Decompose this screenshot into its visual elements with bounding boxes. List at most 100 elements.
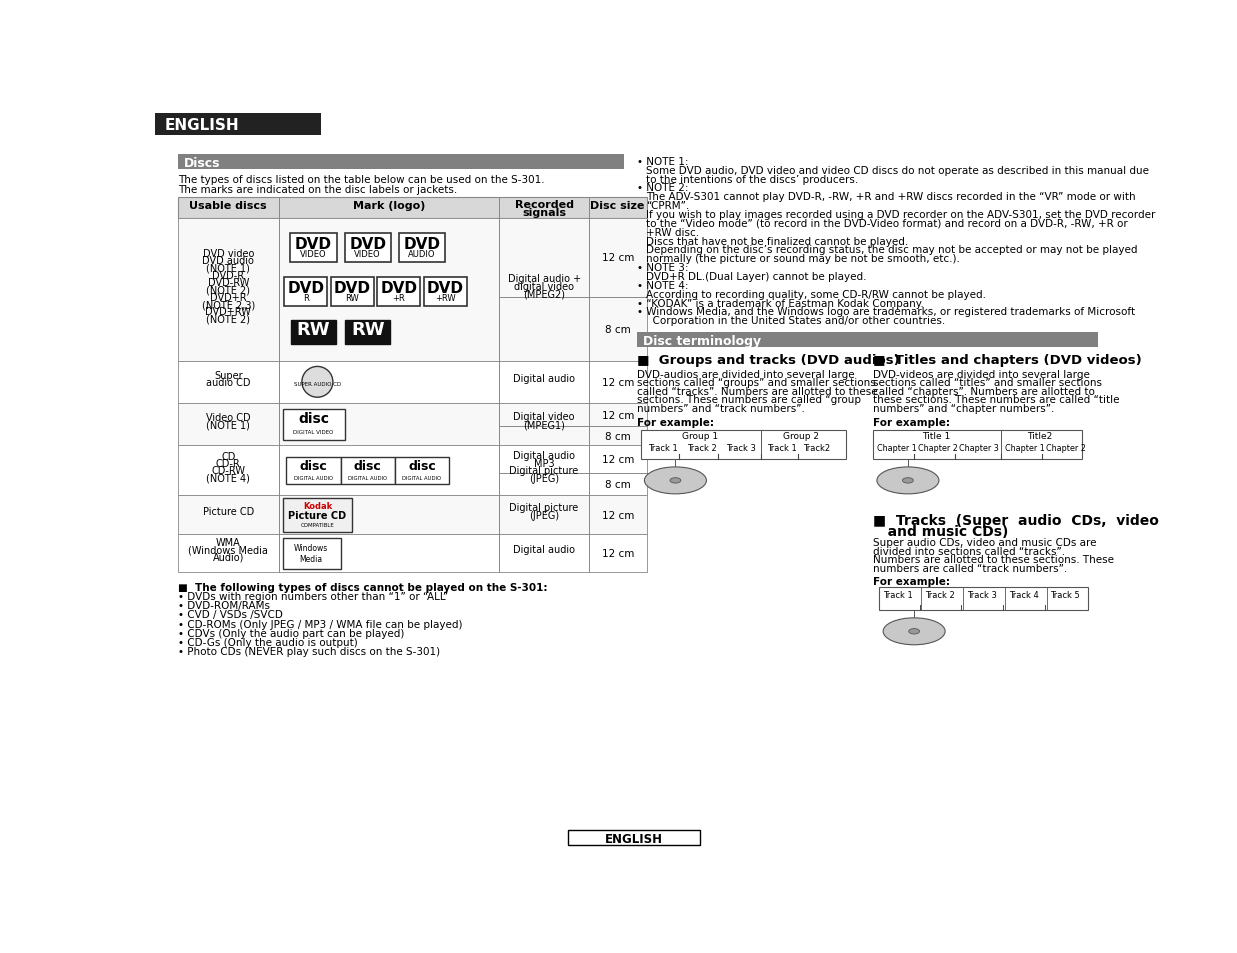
Text: DIGITAL AUDIO: DIGITAL AUDIO <box>294 476 333 480</box>
Text: DVD+R: DVD+R <box>210 293 246 302</box>
Text: Media: Media <box>299 555 323 563</box>
Text: • Photo CDs (NEVER play such discs on the S-301): • Photo CDs (NEVER play such discs on th… <box>178 647 440 657</box>
Text: Track 4: Track 4 <box>1008 591 1038 599</box>
Text: Numbers are allotted to these sections. These: Numbers are allotted to these sections. … <box>873 555 1115 565</box>
Text: disc: disc <box>408 459 435 473</box>
Bar <box>178 446 647 496</box>
Ellipse shape <box>644 467 706 495</box>
Bar <box>873 430 1082 459</box>
Text: ENGLISH: ENGLISH <box>605 832 663 845</box>
Text: VIDEO: VIDEO <box>301 250 327 259</box>
Text: +RW disc.: +RW disc. <box>646 228 699 237</box>
Text: (JPEG): (JPEG) <box>529 510 559 520</box>
Text: R: R <box>303 294 309 303</box>
Bar <box>291 320 336 345</box>
Text: • DVD-ROM/RAMs: • DVD-ROM/RAMs <box>178 600 270 611</box>
Text: • CDVs (Only the audio part can be played): • CDVs (Only the audio part can be playe… <box>178 628 404 639</box>
Text: Disc size: Disc size <box>590 201 644 212</box>
Text: DVD audio: DVD audio <box>203 256 254 266</box>
Text: sections called “groups” and smaller sections: sections called “groups” and smaller sec… <box>637 377 876 388</box>
Text: to the intentions of the discs’ producers.: to the intentions of the discs’ producer… <box>646 174 858 184</box>
Text: Digital picture: Digital picture <box>510 502 579 513</box>
Text: these sections. These numbers are called “title: these sections. These numbers are called… <box>873 395 1119 405</box>
Bar <box>178 154 623 170</box>
Text: DVD+R DL.(Dual Layer) cannot be played.: DVD+R DL.(Dual Layer) cannot be played. <box>646 272 866 282</box>
Text: numbers” and “track numbers”.: numbers” and “track numbers”. <box>637 403 804 414</box>
Text: Track2: Track2 <box>803 443 830 452</box>
Text: 8 cm: 8 cm <box>605 479 631 490</box>
Text: • NOTE 3:: • NOTE 3: <box>637 263 688 273</box>
Text: If you wish to play images recorded using a DVD recorder on the ADV-S301, set th: If you wish to play images recorded usin… <box>646 210 1155 220</box>
Text: Audio): Audio) <box>213 552 244 562</box>
Bar <box>377 277 421 307</box>
Text: Digital audio: Digital audio <box>513 374 575 383</box>
Bar <box>291 233 336 263</box>
Text: 12 cm: 12 cm <box>601 377 633 388</box>
Text: • NOTE 2:: • NOTE 2: <box>637 183 688 193</box>
Text: signals: signals <box>522 208 567 218</box>
Text: DVD: DVD <box>287 281 324 295</box>
Text: Track 1: Track 1 <box>767 443 797 452</box>
Text: numbers are called “track numbers”.: numbers are called “track numbers”. <box>873 563 1068 573</box>
Bar <box>568 830 700 845</box>
Text: For example:: For example: <box>873 577 950 586</box>
Text: Track 1: Track 1 <box>648 443 678 452</box>
Text: DIGITAL VIDEO: DIGITAL VIDEO <box>293 430 334 435</box>
Text: • CD-Gs (Only the audio is output): • CD-Gs (Only the audio is output) <box>178 638 357 647</box>
Bar <box>282 498 353 532</box>
Text: • CD-ROMs (Only JPEG / MP3 / WMA file can be played): • CD-ROMs (Only JPEG / MP3 / WMA file ca… <box>178 618 463 629</box>
Text: CD-R: CD-R <box>216 458 241 469</box>
Text: ■  Tracks  (Super  audio  CDs,  video: ■ Tracks (Super audio CDs, video <box>873 513 1159 527</box>
Text: DVD-audios are divided into several large: DVD-audios are divided into several larg… <box>637 370 855 379</box>
Bar <box>398 233 445 263</box>
Text: Windows: Windows <box>294 544 328 553</box>
Text: Chapter 3: Chapter 3 <box>959 443 998 452</box>
Text: 12 cm: 12 cm <box>601 410 633 420</box>
Text: Chapter 2: Chapter 2 <box>918 443 957 452</box>
Text: The marks are indicated on the disc labels or jackets.: The marks are indicated on the disc labe… <box>178 185 458 195</box>
Text: Title2: Title2 <box>1027 432 1053 440</box>
Circle shape <box>302 367 333 397</box>
Text: DVD-videos are divided into several large: DVD-videos are divided into several larg… <box>873 370 1090 379</box>
Text: disc: disc <box>298 412 329 426</box>
Text: • DVDs with region numbers other than “1” or “ALL”: • DVDs with region numbers other than “1… <box>178 591 448 601</box>
Text: WMA: WMA <box>216 537 241 548</box>
Text: DVD+RW: DVD+RW <box>205 307 251 317</box>
Text: Chapter 2: Chapter 2 <box>1045 443 1086 452</box>
Text: numbers” and “chapter numbers”.: numbers” and “chapter numbers”. <box>873 403 1054 414</box>
Text: Picture CD: Picture CD <box>288 511 346 521</box>
Text: DIGITAL AUDIO: DIGITAL AUDIO <box>349 476 387 480</box>
Text: Corporation in the United States and/or other countries.: Corporation in the United States and/or … <box>646 315 945 326</box>
Text: Super audio CDs, video and music CDs are: Super audio CDs, video and music CDs are <box>873 537 1096 548</box>
Text: Track 1: Track 1 <box>883 591 913 599</box>
Text: disc: disc <box>299 459 328 473</box>
Text: to the “Video mode” (to record in the DVD-Video format) and record on a DVD-R, -: to the “Video mode” (to record in the DV… <box>646 218 1128 229</box>
Text: and music CDs): and music CDs) <box>873 524 1008 537</box>
Text: RW: RW <box>345 294 359 303</box>
Text: (Windows Media: (Windows Media <box>188 545 268 555</box>
Text: +R: +R <box>392 294 406 303</box>
Text: • Windows Media, and the Windows logo are trademarks, or registered trademarks o: • Windows Media, and the Windows logo ar… <box>637 307 1134 317</box>
Text: 8 cm: 8 cm <box>605 324 631 335</box>
Text: Discs that have not be finalized cannot be played.: Discs that have not be finalized cannot … <box>646 236 908 246</box>
Bar <box>340 457 395 485</box>
Text: Some DVD audio, DVD video and video CD discs do not operate as described in this: Some DVD audio, DVD video and video CD d… <box>646 166 1149 175</box>
Text: Digital audio: Digital audio <box>513 545 575 555</box>
Text: Disc terminology: Disc terminology <box>643 335 761 348</box>
Text: divided into sections called “tracks”.: divided into sections called “tracks”. <box>873 546 1065 557</box>
Text: Track 2: Track 2 <box>925 591 955 599</box>
Text: SUPER AUDIO CD: SUPER AUDIO CD <box>293 381 341 387</box>
Text: For example:: For example: <box>873 417 950 428</box>
Text: • NOTE 4:: • NOTE 4: <box>637 280 688 291</box>
Text: DVD: DVD <box>349 237 386 252</box>
Bar <box>287 457 340 485</box>
Text: DVD: DVD <box>427 281 464 295</box>
Text: Group 1: Group 1 <box>682 432 719 440</box>
Text: The ADV-S301 cannot play DVD-R, -RW, +R and +RW discs recorded in the “VR” mode : The ADV-S301 cannot play DVD-R, -RW, +R … <box>646 193 1136 202</box>
Text: disc: disc <box>354 459 382 473</box>
Bar <box>178 361 647 403</box>
Text: 12 cm: 12 cm <box>601 510 633 520</box>
Text: Picture CD: Picture CD <box>203 506 254 517</box>
Text: Track 5: Track 5 <box>1050 591 1080 599</box>
Text: Usable discs: Usable discs <box>189 201 267 212</box>
